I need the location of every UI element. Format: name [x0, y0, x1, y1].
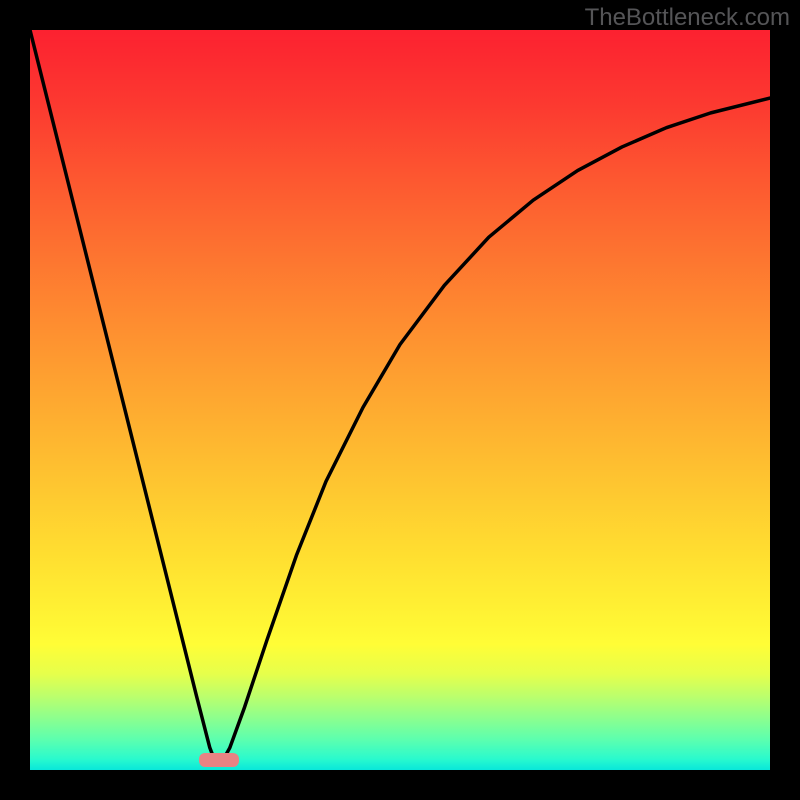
plot-area — [30, 30, 770, 770]
chart-container: TheBottleneck.com — [0, 0, 800, 800]
watermark-text: TheBottleneck.com — [585, 4, 790, 32]
curve-layer — [30, 30, 770, 770]
minimum-marker — [199, 753, 239, 767]
bottleneck-curve — [30, 30, 770, 761]
